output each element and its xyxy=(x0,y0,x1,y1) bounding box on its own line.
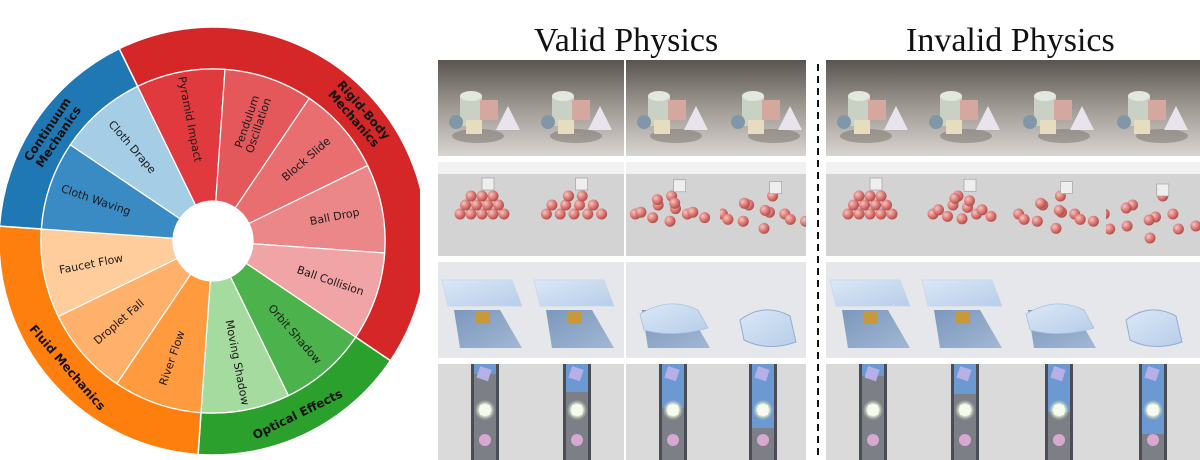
fluid-row-invalid-frame-4 xyxy=(1106,364,1200,460)
fluid-row-invalid-frame-3 xyxy=(1012,364,1106,460)
optical-effects-row-invalid-frame-2 xyxy=(918,60,1012,156)
rigid-body-row-invalid-frame-2 xyxy=(918,162,1012,256)
rigid-body-row-valid-frame-3 xyxy=(626,162,720,256)
optical-effects-row-invalid-frame-4 xyxy=(1106,60,1200,156)
optical-effects-row-invalid-frame-3 xyxy=(1012,60,1106,156)
rigid-body-row-invalid-frame-3 xyxy=(1012,162,1106,256)
cloth-row-invalid-frame-1 xyxy=(826,262,920,358)
optical-effects-row-valid-frame-2 xyxy=(530,60,624,156)
fluid-row-invalid-frame-2 xyxy=(918,364,1012,460)
cloth-row-valid-frame-4 xyxy=(720,262,806,358)
rigid-body-row-valid-frame-2 xyxy=(530,162,624,256)
optical-effects-row-invalid-frame-1 xyxy=(826,60,920,156)
simulation-frames-grid xyxy=(438,60,1200,460)
cloth-row-invalid-frame-2 xyxy=(918,262,1012,358)
rigid-body-row-invalid-frame-4 xyxy=(1106,162,1200,256)
optical-effects-row-valid-frame-3 xyxy=(626,60,720,156)
sunburst-center-hole xyxy=(173,201,253,281)
optical-effects-row-valid-frame-4 xyxy=(720,60,806,156)
cloth-row-valid-frame-1 xyxy=(438,262,532,358)
valid-physics-title: Valid Physics xyxy=(534,22,719,59)
rigid-body-row-invalid-frame-1 xyxy=(826,162,920,256)
cloth-row-valid-frame-2 xyxy=(530,262,624,358)
fluid-row-valid-frame-1 xyxy=(438,364,532,460)
cloth-row-invalid-frame-3 xyxy=(1012,262,1106,358)
fluid-row-invalid-frame-1 xyxy=(826,364,920,460)
fluid-row-valid-frame-3 xyxy=(626,364,720,460)
invalid-physics-title: Invalid Physics xyxy=(906,22,1115,59)
rigid-body-row-valid-frame-4 xyxy=(720,162,806,256)
fluid-row-valid-frame-4 xyxy=(720,364,806,460)
cloth-row-invalid-frame-4 xyxy=(1106,262,1200,358)
rigid-body-row-valid-frame-1 xyxy=(438,162,532,256)
cloth-row-valid-frame-3 xyxy=(626,262,720,358)
fluid-row-valid-frame-2 xyxy=(530,364,624,460)
optical-effects-row-valid-frame-1 xyxy=(438,60,532,156)
